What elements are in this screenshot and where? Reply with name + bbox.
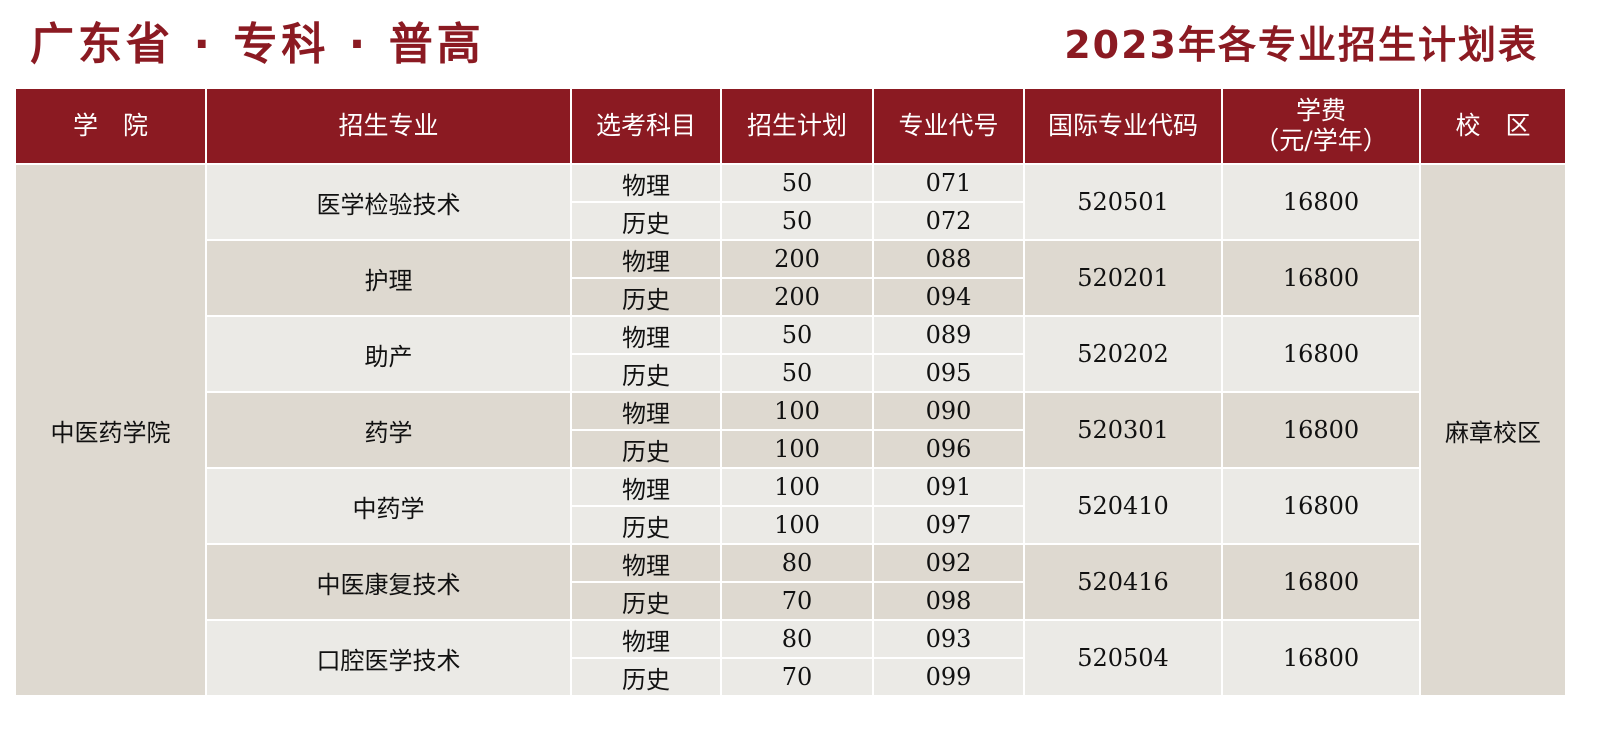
header-row: 学 院招生专业 选考科目 招生计划 专业代号 国际专业代码 学费 （元/学年）校 区: [16, 89, 1565, 163]
page-title: 广东省 · 专科 · 普高: [30, 19, 485, 70]
table-row: 历史 70 098: [16, 583, 1565, 619]
table-row: 助产 物理 50 089 520202 16800: [16, 317, 1565, 391]
major-name-cell: 医学检验技术: [207, 165, 570, 239]
plan-cell: 50: [722, 355, 872, 391]
table-row: 中医康复技术 物理 80 092 520416 16800: [16, 545, 1565, 619]
subject-cell: 物理: [572, 469, 720, 505]
plan-cell: 100: [722, 393, 872, 429]
subject-cell: 历史: [572, 659, 720, 695]
column-header: 学费 （元/学年）: [1223, 89, 1419, 163]
major-name-cell: 中医康复技术: [207, 545, 570, 619]
major-number-cell: 091: [874, 469, 1023, 505]
intl-code-cell: 520501: [1025, 165, 1221, 239]
fee-cell: 16800: [1223, 469, 1419, 543]
major-name-cell: 中药学: [207, 469, 570, 543]
major-number-cell: 071: [874, 165, 1023, 201]
plan-cell: 70: [722, 659, 872, 695]
subject-cell: 历史: [572, 431, 720, 467]
subject-cell: 历史: [572, 203, 720, 239]
subject-cell: 物理: [572, 545, 720, 581]
plan-cell: 200: [722, 241, 872, 277]
major-number-cell: 092: [874, 545, 1023, 581]
subject-cell: 物理: [572, 317, 720, 353]
fee-cell: 16800: [1223, 317, 1419, 391]
plan-cell: 80: [722, 545, 872, 581]
major-number-cell: 095: [874, 355, 1023, 391]
fee-cell: 16800: [1223, 621, 1419, 695]
major-number-cell: 094: [874, 279, 1023, 315]
fee-cell: 16800: [1223, 241, 1419, 315]
subject-cell: 历史: [572, 583, 720, 619]
subject-cell: 历史: [572, 279, 720, 315]
table-row: 中药学 物理 100 091 520410 16800: [16, 469, 1565, 543]
plan-cell: 100: [722, 469, 872, 505]
intl-code-cell: 520301: [1025, 393, 1221, 467]
subject-cell: 历史: [572, 507, 720, 543]
major-number-cell: 088: [874, 241, 1023, 277]
plan-cell: 200: [722, 279, 872, 315]
major-name-cell: 护理: [207, 241, 570, 315]
table-row: 历史 50 072: [16, 203, 1565, 239]
table-row: 药学 物理 100 090 520301 16800: [16, 393, 1565, 467]
intl-code-cell: 520504: [1025, 621, 1221, 695]
plan-cell: 80: [722, 621, 872, 657]
column-header: 选考科目: [572, 89, 720, 163]
table-row: 护理 物理 200 088 520201 16800: [16, 241, 1565, 315]
plan-cell: 100: [722, 507, 872, 543]
subject-cell: 物理: [572, 621, 720, 657]
fee-cell: 16800: [1223, 165, 1419, 239]
intl-code-cell: 520410: [1025, 469, 1221, 543]
major-number-cell: 072: [874, 203, 1023, 239]
plan-cell: 50: [722, 317, 872, 353]
table-title: 2023年各专业招生计划表: [1064, 23, 1538, 67]
campus-cell: 麻章校区: [1421, 165, 1565, 695]
table-row: 历史 200 094: [16, 279, 1565, 315]
subject-cell: 物理: [572, 241, 720, 277]
plan-cell: 100: [722, 431, 872, 467]
plan-cell: 50: [722, 165, 872, 201]
table-row: 历史 100 096: [16, 431, 1565, 467]
intl-code-cell: 520202: [1025, 317, 1221, 391]
subject-cell: 物理: [572, 165, 720, 201]
major-number-cell: 090: [874, 393, 1023, 429]
major-number-cell: 093: [874, 621, 1023, 657]
major-number-cell: 089: [874, 317, 1023, 353]
column-header: 学 院: [16, 89, 205, 163]
table-row: 历史 50 095: [16, 355, 1565, 391]
college-cell: 中医药学院: [16, 165, 205, 695]
table-row: 历史 70 099: [16, 659, 1565, 695]
column-header: 校 区: [1421, 89, 1565, 163]
column-header: 招生计划: [722, 89, 872, 163]
major-name-cell: 助产: [207, 317, 570, 391]
table-row: 中医药学院 医学检验技术 物理 50 071 520501 16800 麻章校区: [16, 165, 1565, 695]
column-header: 招生专业: [207, 89, 570, 163]
plan-cell: 70: [722, 583, 872, 619]
major-name-cell: 口腔医学技术: [207, 621, 570, 695]
column-header: 国际专业代码: [1025, 89, 1221, 163]
major-number-cell: 098: [874, 583, 1023, 619]
fee-cell: 16800: [1223, 393, 1419, 467]
intl-code-cell: 520201: [1025, 241, 1221, 315]
table-row: 历史 100 097: [16, 507, 1565, 543]
subject-cell: 历史: [572, 355, 720, 391]
fee-cell: 16800: [1223, 545, 1419, 619]
major-number-cell: 099: [874, 659, 1023, 695]
major-number-cell: 096: [874, 431, 1023, 467]
major-name-cell: 药学: [207, 393, 570, 467]
plan-cell: 50: [722, 203, 872, 239]
intl-code-cell: 520416: [1025, 545, 1221, 619]
subject-cell: 物理: [572, 393, 720, 429]
column-header: 专业代号: [874, 89, 1023, 163]
table-row: 口腔医学技术 物理 80 093 520504 16800: [16, 621, 1565, 695]
major-number-cell: 097: [874, 507, 1023, 543]
enrollment-table: 学 院招生专业 选考科目 招生计划 专业代号 国际专业代码 学费 （元/学年）校 区 中医…: [14, 87, 1567, 697]
